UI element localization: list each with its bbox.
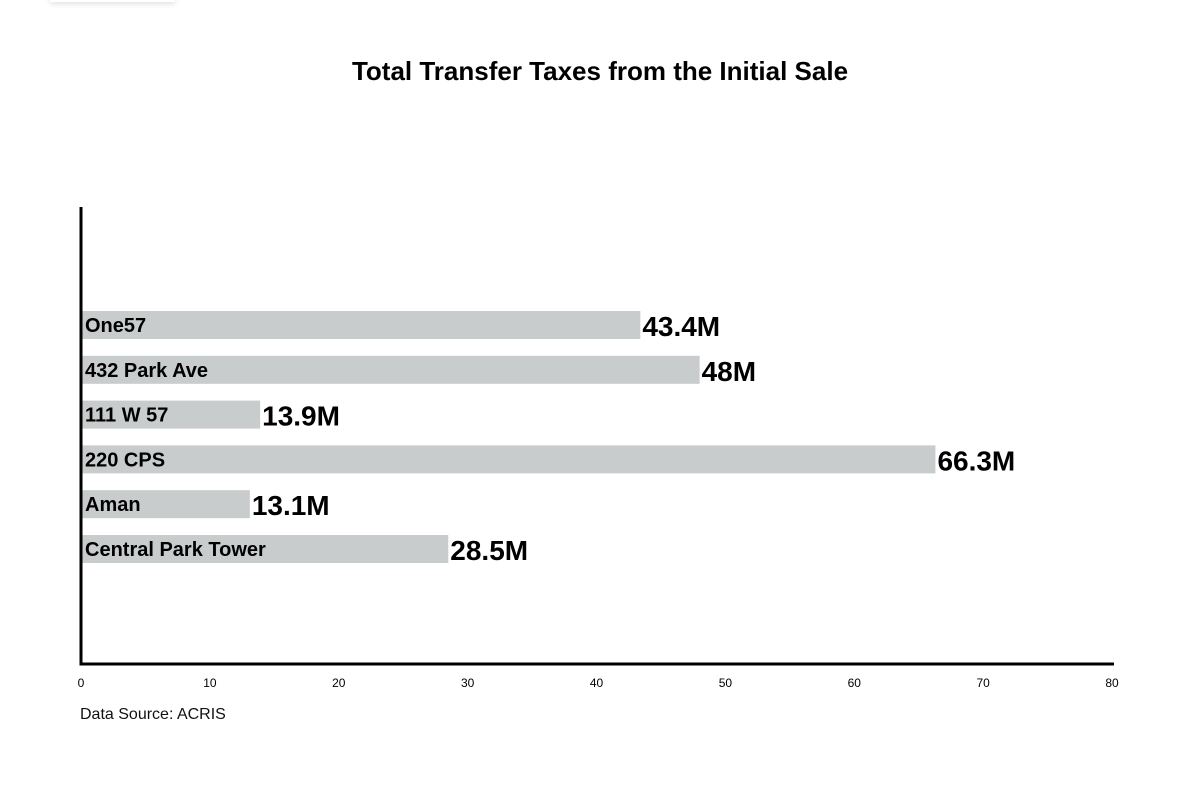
bar	[81, 535, 449, 563]
x-tick-label: 30	[461, 676, 475, 690]
bar-category-label: 111 W 57	[85, 405, 168, 427]
bar	[81, 445, 936, 474]
bar-data-label: 13.9M	[262, 401, 340, 432]
bar-data-label: 13.1M	[252, 490, 330, 521]
x-tick-label: 70	[976, 676, 990, 690]
bar	[81, 490, 250, 519]
bar-category-label: 220 CPS	[85, 449, 165, 471]
bar-category-label: Central Park Tower	[85, 539, 266, 561]
bar	[81, 355, 700, 384]
bar-category-label: One57	[85, 315, 146, 337]
bar-category-label: 432 Park Ave	[85, 360, 208, 382]
bar-category-label: Aman	[85, 494, 141, 516]
bar	[81, 311, 641, 339]
bar-data-label: 48M	[702, 356, 756, 387]
top-shadow	[50, 0, 175, 2]
x-tick-label: 50	[719, 676, 733, 690]
x-tick-label: 40	[590, 676, 604, 690]
data-source: Data Source: ACRIS	[80, 706, 226, 723]
x-tick-label: 80	[1105, 676, 1119, 690]
bar-data-label: 28.5M	[450, 535, 528, 566]
bar-data-label: 43.4M	[642, 311, 720, 342]
x-tick-label: 0	[78, 676, 85, 690]
bar	[81, 400, 261, 429]
x-tick-label: 20	[332, 676, 346, 690]
x-tick-label: 60	[848, 676, 862, 690]
bar-data-label: 66.3M	[937, 445, 1015, 476]
x-tick-label: 10	[203, 676, 217, 690]
chart-title: Total Transfer Taxes from the Initial Sa…	[351, 56, 849, 86]
